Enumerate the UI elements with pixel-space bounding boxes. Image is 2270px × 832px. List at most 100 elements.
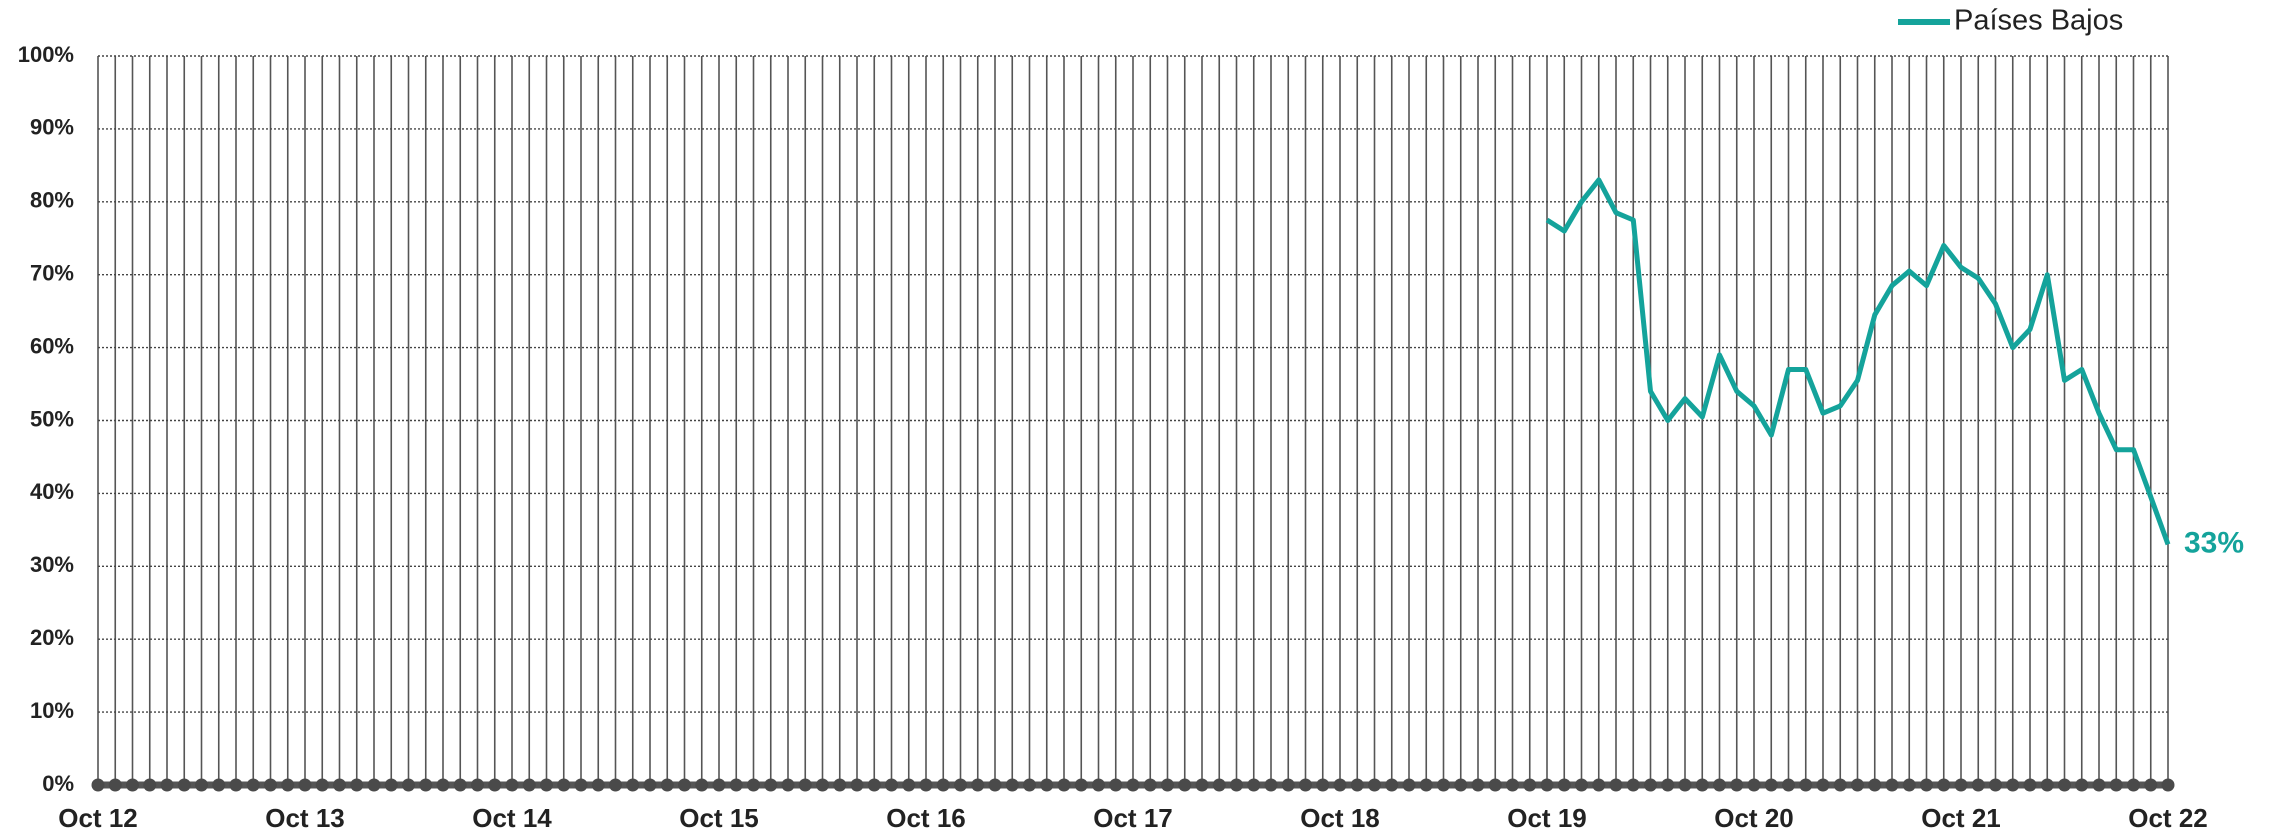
x-tick-dot [2023,778,2037,792]
x-tick-dot [195,778,208,792]
y-tick-label: 80% [30,188,74,213]
x-tick-dot [1695,778,1709,792]
x-tick-dot [1316,778,1330,792]
x-tick-dot [229,778,243,792]
x-tick-dot [1299,778,1312,792]
x-tick-dot [505,778,519,792]
x-tick-dot [1264,778,1278,792]
x-tick-dot [643,778,657,792]
x-tick-dot [1109,778,1123,792]
y-tick-label: 90% [30,115,74,140]
x-tick-dot [315,778,329,792]
x-tick-dot [729,778,743,792]
y-tick-label: 0% [42,771,74,796]
x-tick-dot [367,778,381,792]
x-tick-dot [574,778,588,792]
x-tick-label: Oct 18 [1300,803,1380,832]
x-tick-dot [126,778,139,792]
x-tick-dot [885,778,898,792]
y-tick-label: 60% [30,333,74,358]
x-tick-label: Oct 19 [1507,803,1587,832]
x-tick-dot [1471,778,1485,792]
x-tick-dot [1782,778,1795,792]
x-tick-dot [384,778,398,792]
x-tick-dot [1851,778,1864,792]
x-tick-dot [1040,778,1054,792]
x-tick-dot [1437,778,1450,792]
legend-label: Países Bajos [1954,5,2123,37]
x-tick-dot [1350,778,1364,792]
x-tick-dot [747,778,760,792]
x-tick-dot [764,778,778,792]
x-tick-dot [1143,778,1157,792]
x-tick-dot [488,778,502,792]
data-label: 33% [2184,526,2244,559]
x-tick-dot [1488,778,1502,792]
x-tick-dot [1540,778,1554,792]
x-tick-label: Oct 20 [1714,803,1794,832]
x-tick-dot [1920,778,1933,792]
x-tick-dot [1230,778,1243,792]
x-tick-dot [453,778,467,792]
x-tick-dot [1678,778,1692,792]
y-tick-label: 20% [30,625,74,650]
x-tick-dot [1626,778,1640,792]
x-tick-dot [816,778,829,792]
x-tick-dot [246,778,260,792]
x-tick-label: Oct 14 [472,803,552,832]
x-tick-label: Oct 21 [1921,803,2001,832]
x-tick-dot [867,778,881,792]
y-tick-label: 100% [18,42,74,67]
x-tick-dot [954,778,967,792]
x-tick-dot [1609,778,1623,792]
x-tick-label: Oct 13 [265,803,345,832]
x-tick-dot [2092,778,2106,792]
x-tick-dot [1281,778,1295,792]
x-tick-dot [1954,778,1968,792]
x-tick-dot [1385,778,1399,792]
x-tick-dot [1799,778,1813,792]
x-tick-dot [1419,778,1433,792]
x-tick-dot [1816,778,1830,792]
x-tick-dot [919,778,933,792]
x-tick-dot [2161,778,2175,792]
x-tick-dot [1557,778,1571,792]
x-tick-dot [91,778,105,792]
x-tick-dot [1247,778,1261,792]
x-tick-dot [988,778,1002,792]
x-tick-dot [2075,778,2089,792]
x-tick-dot [281,778,295,792]
x-tick-dot [350,778,364,792]
x-tick-dot [1161,778,1174,792]
x-tick-dot [2006,778,2020,792]
x-tick-dot [1454,778,1468,792]
x-tick-dot [1023,778,1036,792]
x-tick-dot [1902,778,1916,792]
y-tick-label: 70% [30,261,74,286]
x-tick-dot [522,778,536,792]
x-tick-dot [798,778,812,792]
x-tick-label: Oct 12 [58,803,138,832]
x-tick-dot [143,778,157,792]
x-tick-dot [2040,778,2054,792]
x-tick-dot [936,778,950,792]
x-tick-dot [1885,778,1899,792]
x-tick-dot [1126,778,1140,792]
x-tick-dot [212,778,226,792]
x-tick-label: Oct 17 [1093,803,1173,832]
x-tick-dot [436,778,450,792]
x-tick-dot [1005,778,1019,792]
x-tick-dot [557,778,571,792]
x-tick-dot [971,778,985,792]
x-tick-dot [2127,778,2140,792]
x-tick-dot [1868,778,1882,792]
x-tick-dot [1764,778,1778,792]
x-tick-dot [660,778,674,792]
x-tick-dot [1333,778,1347,792]
x-tick-dot [1592,778,1606,792]
x-tick-dot [108,778,122,792]
x-tick-dot [1057,778,1071,792]
x-tick-dot [1074,778,1088,792]
x-tick-dot [2109,778,2123,792]
